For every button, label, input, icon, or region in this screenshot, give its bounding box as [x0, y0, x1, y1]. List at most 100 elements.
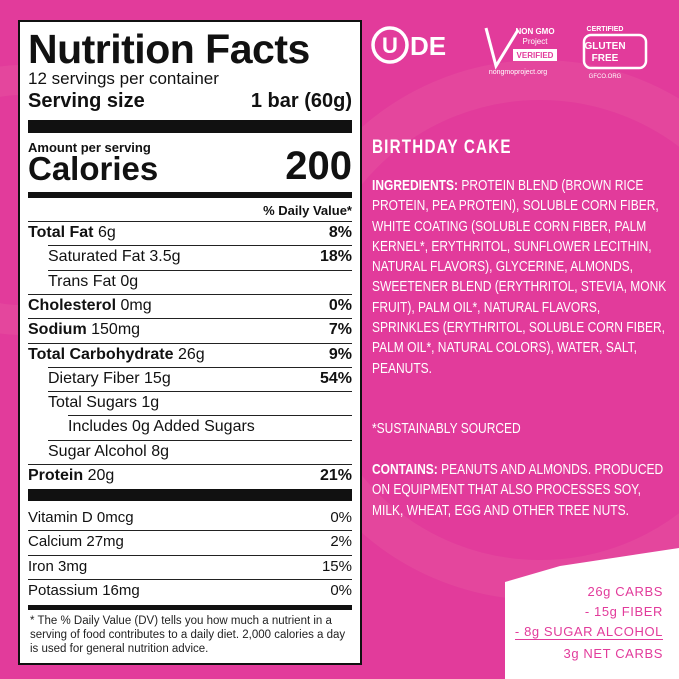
gf-url: GFCO.ORG	[589, 74, 622, 80]
row-rule	[28, 464, 352, 465]
nutrient-amount: 20g	[87, 467, 115, 484]
gf-line1: GLUTEN	[584, 41, 625, 52]
logos: U DE NON GMO Project VERIFIED nongmoproj…	[371, 26, 648, 80]
footnote: * The % Daily Value (DV) tells you how m…	[30, 615, 346, 655]
vitamin-amount: 27mg	[86, 533, 124, 551]
gf-certified: CERTIFIED	[587, 26, 624, 33]
vitamin-amount: 3mg	[58, 557, 88, 575]
row-rule	[48, 269, 352, 271]
row-rule	[28, 530, 352, 532]
amount-per-serving: Amount per serving	[28, 140, 151, 155]
thick-rule	[28, 489, 352, 501]
ingredients-label: INGREDIENTS:	[372, 177, 459, 194]
brand-text: DE	[410, 31, 446, 61]
nutrient-row: Total Carbohydrate 26g	[28, 346, 205, 364]
vitamin-name: Iron	[28, 557, 54, 575]
brand-letter: U	[382, 33, 398, 58]
medium-rule	[28, 192, 352, 198]
nongmo-verified: VERIFIED	[517, 51, 554, 60]
nutrient-name: Sugar Alcohol	[48, 442, 147, 460]
medium-rule	[28, 605, 352, 610]
nutrient-name: Includes 0g Added Sugars	[68, 418, 255, 436]
nutrient-row: Total Sugars 1g	[48, 394, 159, 412]
thick-rule	[28, 120, 352, 133]
vitamin-amount: 16mg	[102, 581, 140, 599]
servings: 12 servings per container	[28, 69, 219, 88]
vitamin-name: Potassium	[28, 581, 99, 599]
vitamin-row: Calcium 27mg	[28, 533, 124, 550]
row-rule	[68, 415, 352, 417]
serving-size-label: Serving size	[28, 90, 145, 112]
nutrient-row: Trans Fat 0g	[48, 273, 138, 291]
nutrient-row: Total Fat 6g	[28, 224, 116, 242]
nutrient-amount: 15g	[144, 369, 171, 387]
daily-value: 2%	[330, 533, 352, 551]
daily-value: 54%	[319, 369, 352, 387]
daily-value: 21%	[319, 467, 352, 484]
nutrient-name: Trans Fat	[48, 272, 116, 290]
nutrient-amount: 6g	[97, 224, 116, 241]
nutrient-row: Sugar Alcohol 8g	[48, 443, 169, 461]
gf-badge	[582, 33, 648, 70]
nutrient-row: Protein 20g	[28, 467, 114, 485]
daily-value: 18%	[319, 248, 352, 266]
nongmo-url: nongmoproject.org	[489, 69, 547, 76]
serving-size: 1 bar (60g)	[250, 90, 352, 112]
row-rule	[28, 318, 352, 320]
net-carbs-line: 3g NET CARBS	[563, 646, 663, 661]
ingredients: PROTEIN BLEND (BROWN RICE PROTEIN, PEA P…	[372, 177, 667, 377]
vitamin-row: Vitamin D 0mcg	[28, 509, 134, 526]
nutrient-name: Sodium	[28, 321, 87, 339]
nutrient-amount: 1g	[141, 394, 160, 412]
ingredients-block: INGREDIENTS: PROTEIN BLEND (BROWN RICE P…	[372, 176, 667, 379]
vitamin-name: Vitamin D	[28, 509, 93, 526]
nutrient-name: Protein	[28, 467, 84, 484]
nongmo-mid: Project	[523, 37, 549, 46]
row-rule	[28, 221, 352, 222]
calories: 200	[285, 144, 352, 188]
row-rule	[48, 245, 352, 247]
vitamin-amount: 0mcg	[96, 509, 134, 526]
nongmo-top: NON GMO	[515, 27, 554, 36]
nutrient-name: Dietary Fiber	[48, 369, 140, 387]
vitamin-row: Potassium 16mg	[28, 582, 140, 599]
row-rule	[28, 554, 352, 556]
note: *SUSTAINABLY SOURCED	[372, 420, 521, 437]
row-rule	[28, 578, 352, 580]
calories-label: Calories	[28, 150, 159, 187]
net-carbs-line: 26g CARBS	[587, 584, 663, 599]
net-carbs-panel	[505, 548, 679, 679]
dv-header: % Daily Value*	[263, 203, 352, 218]
contains-label: CONTAINS:	[372, 461, 438, 478]
daily-value: 15%	[321, 557, 352, 575]
nutrient-amount: 26g	[177, 345, 205, 363]
nutrient-row: Cholesterol 0mg	[28, 297, 152, 315]
row-rule	[48, 439, 352, 441]
net-carbs-line: - 15g FIBER	[584, 604, 663, 619]
nutrient-amount: 3.5g	[149, 248, 181, 266]
nutrient-name: Total Sugars	[48, 394, 137, 412]
nutrient-row: Includes 0g Added Sugars	[68, 418, 255, 436]
row-rule	[28, 293, 352, 295]
nutrient-name: Cholesterol	[28, 296, 117, 314]
row-rule	[48, 366, 352, 368]
nutrient-amount: 150mg	[91, 321, 141, 339]
vitamin-row: Iron 3mg	[28, 558, 87, 575]
daily-value: 0%	[330, 581, 352, 599]
nutrient-amount: 0g	[120, 272, 139, 290]
gf-line2: FREE	[592, 53, 619, 64]
daily-value: 9%	[328, 345, 352, 363]
contains-block: CONTAINS: PEANUTS AND ALMONDS. PRODUCED …	[372, 460, 667, 521]
label-title: Nutrition Facts	[28, 26, 310, 72]
vitamin-name: Calcium	[28, 533, 83, 551]
nutrient-amount: 0mg	[120, 296, 152, 314]
nutrient-row: Dietary Fiber 15g	[48, 370, 171, 388]
verified-badge	[513, 49, 557, 61]
daily-value: 0%	[328, 296, 352, 314]
nutrient-row: Sodium 150mg	[28, 321, 140, 339]
row-rule	[28, 342, 352, 344]
daily-value: 0%	[330, 509, 352, 526]
row-rule	[48, 391, 352, 393]
nutrient-name: Total Fat	[28, 224, 94, 241]
